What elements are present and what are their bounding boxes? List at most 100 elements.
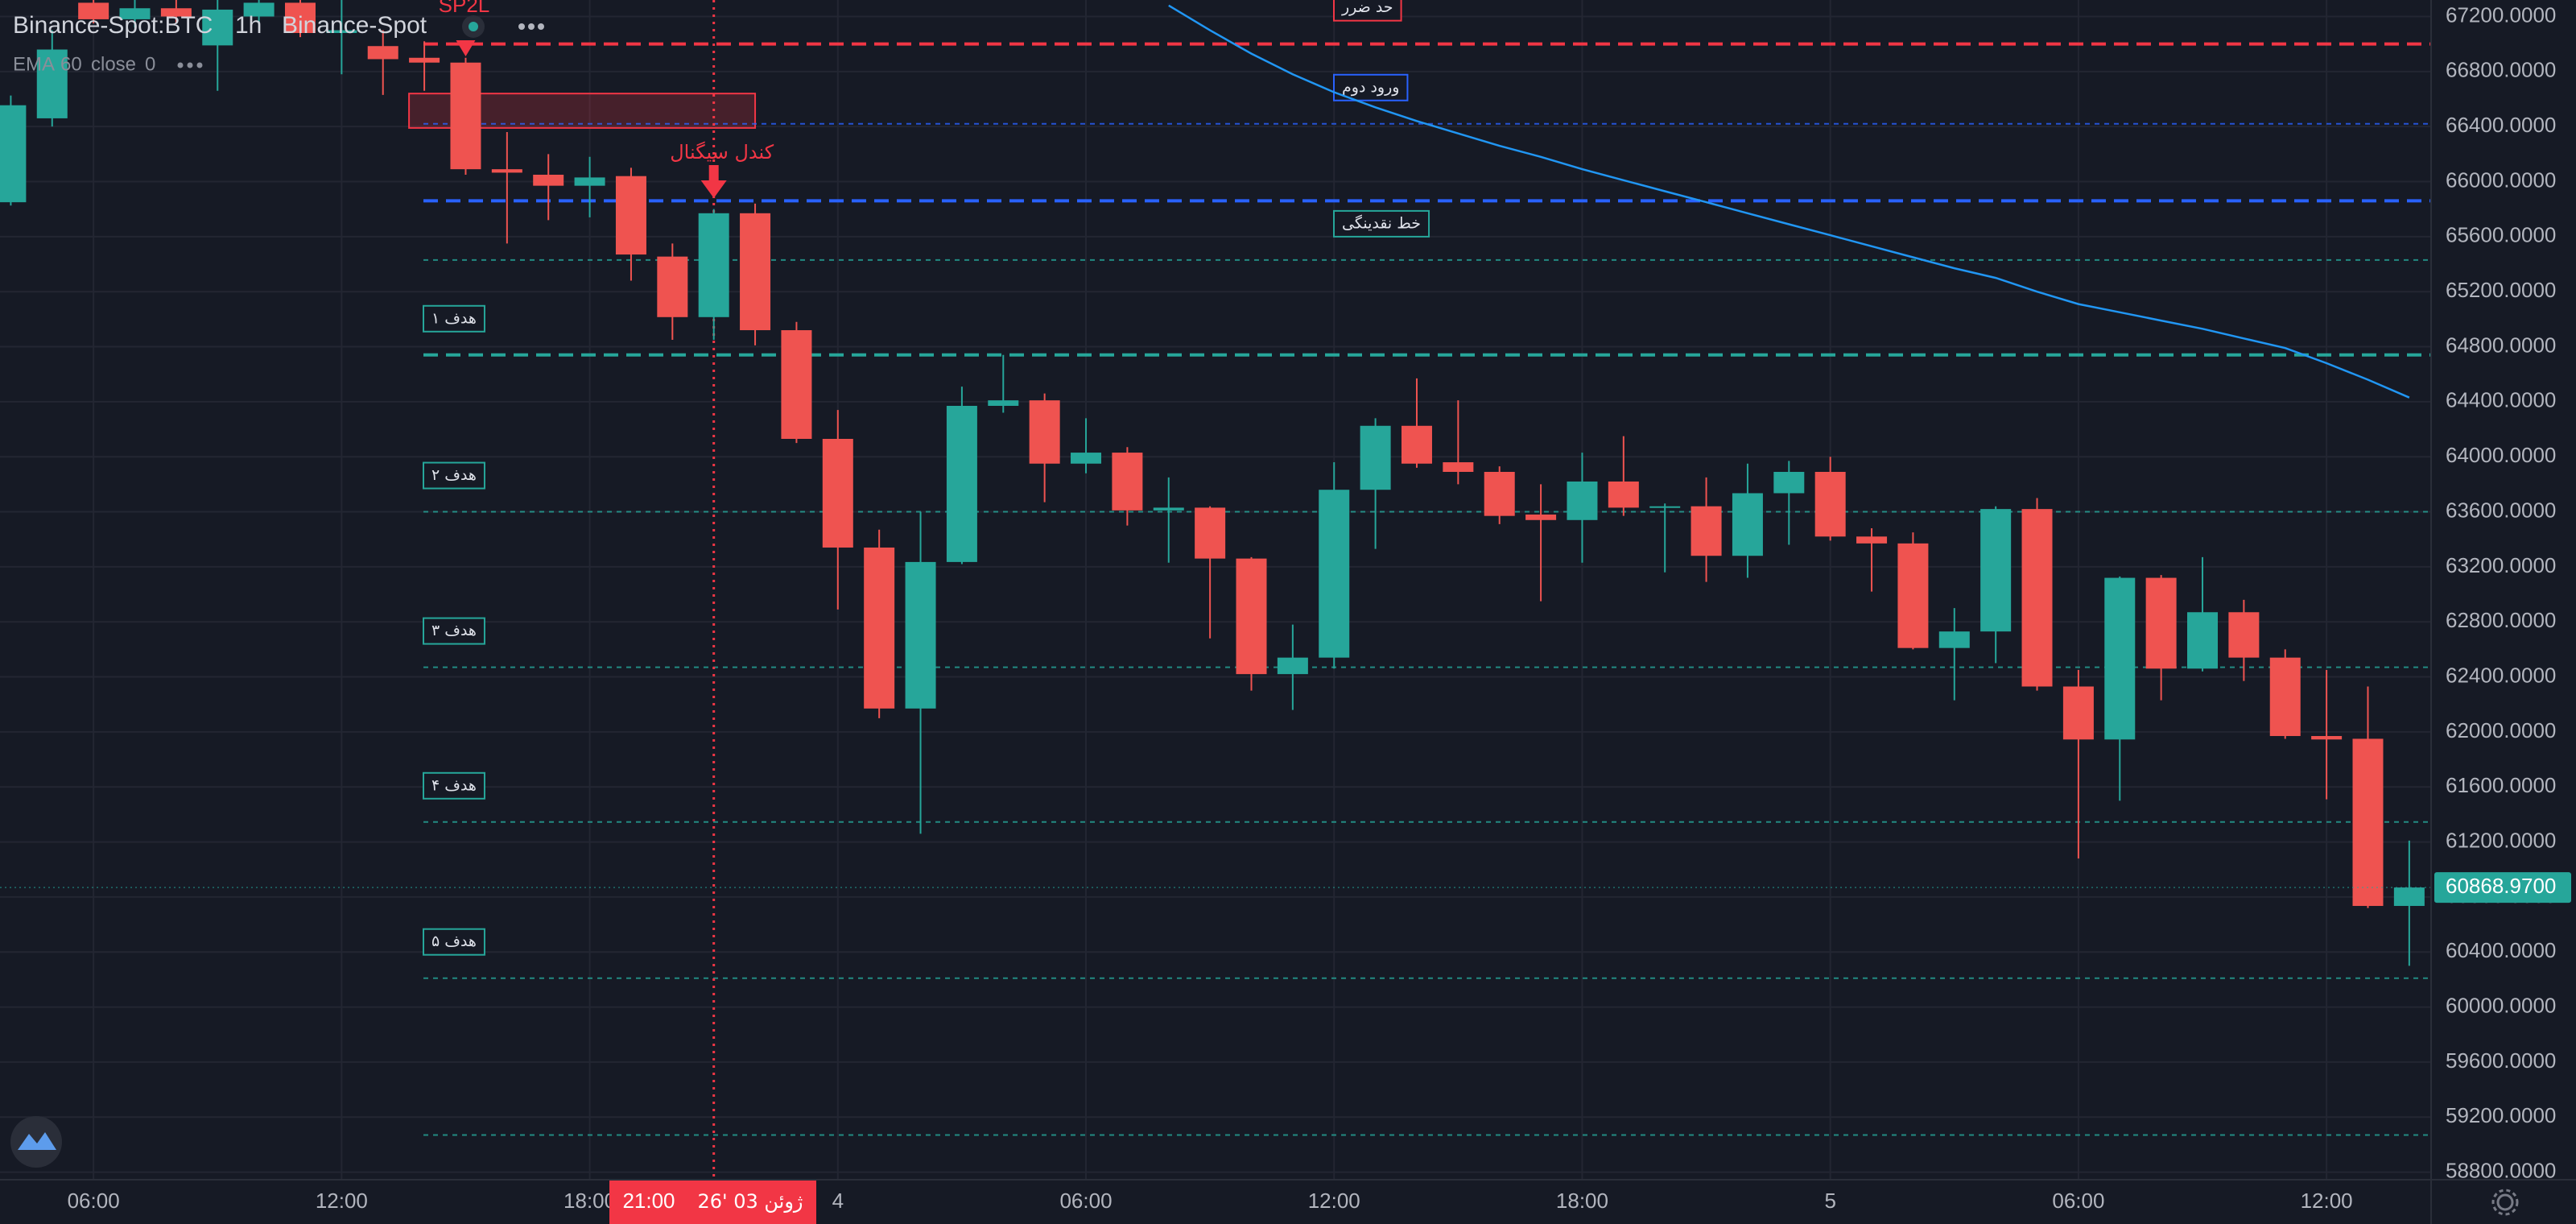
level-label-text: ورود دوم (1342, 78, 1399, 96)
y-tick-label: 66800.0000 (2446, 58, 2556, 82)
annotation-arrow-stem (708, 165, 719, 181)
y-tick-label: 59600.0000 (2446, 1048, 2556, 1073)
last-price-label: 60868.9700 (2446, 874, 2556, 898)
indicator-param: 0 (145, 53, 155, 75)
crosshair-label-box (609, 1181, 816, 1224)
x-tick-label: 5 (1824, 1189, 1835, 1213)
candle-body (202, 9, 233, 46)
candle-body (36, 49, 68, 118)
level-label-text: هدف ۴ (431, 776, 477, 794)
level-label: هدف ۴ (423, 771, 485, 800)
y-tick-label: 66000.0000 (2446, 167, 2556, 192)
x-tick-label: 18:00 (564, 1189, 616, 1213)
x-tick-label: 18:00 (1556, 1189, 1608, 1213)
annotation: SP2L (439, 0, 490, 17)
level-label-text: هدف ۲ (431, 466, 477, 484)
level-label: خط نقدینگی (1333, 209, 1430, 238)
candle-body (1277, 657, 1308, 675)
candle-body (533, 174, 564, 186)
status-dot (469, 22, 478, 31)
level-label-box (423, 617, 485, 645)
candle-body (78, 2, 109, 19)
candle-body (864, 547, 895, 709)
candle-body (740, 213, 771, 331)
x-tick-label: 4 (832, 1189, 844, 1213)
level-label: هدف ۵ (423, 928, 485, 956)
x-tick-label: 06:00 (2052, 1189, 2104, 1213)
candle-body (409, 57, 440, 63)
y-tick-label: 62400.0000 (2446, 663, 2556, 687)
crosshair-time: 21:00 (622, 1189, 675, 1213)
symbol[interactable]: Binance-Spot:BTC (13, 12, 213, 39)
candle-body (615, 176, 646, 255)
y-tick-label: 58800.0000 (2446, 1158, 2556, 1182)
settings-icon[interactable] (2491, 1189, 2519, 1216)
y-tick-label: 60400.0000 (2446, 938, 2556, 962)
level-label-box (1333, 0, 1402, 22)
exchange[interactable]: Binance-Spot (282, 12, 427, 39)
level-label-box (423, 928, 485, 956)
candle-body (1029, 400, 1060, 464)
indicator-menu[interactable] (177, 62, 203, 68)
indicator-name[interactable]: EMA (13, 53, 55, 75)
x-tick-label: 12:00 (316, 1189, 368, 1213)
y-tick-label: 66400.0000 (2446, 113, 2556, 137)
y-tick-label: 62000.0000 (2446, 718, 2556, 742)
annotation-arrow (700, 180, 727, 198)
candle-body (0, 105, 27, 203)
level-label: هدف ۲ (423, 461, 485, 490)
level-label-text: خط نقدینگی (1342, 213, 1421, 232)
y-tick-label: 62800.0000 (2446, 608, 2556, 632)
x-tick-label: 12:00 (2301, 1189, 2353, 1213)
level-label-box (423, 304, 485, 333)
candle-body (1567, 481, 1598, 520)
annotation: کندل سیگنال (670, 141, 774, 163)
level-label-text: هدف ۳ (431, 622, 477, 639)
level-label: حد ضرر (1333, 0, 1402, 22)
candle-body (1856, 536, 1888, 544)
candle-body (1980, 509, 2012, 632)
logo[interactable] (10, 1116, 62, 1168)
y-tick-label: 65200.0000 (2446, 278, 2556, 302)
candle-body (491, 169, 522, 173)
candle-body (1401, 425, 1432, 464)
candle-body (1195, 507, 1226, 559)
interval[interactable]: 1h (235, 12, 262, 39)
more-button[interactable] (518, 23, 544, 30)
candle-body (1319, 490, 1350, 658)
candle-body (2393, 887, 2425, 907)
level-label-box (423, 461, 485, 490)
indicator-param: close (91, 53, 136, 75)
y-tick-label: 59200.0000 (2446, 1103, 2556, 1127)
ema-line (1168, 4, 2410, 399)
last-price-box (2434, 872, 2571, 904)
y-tick-label: 61200.0000 (2446, 828, 2556, 852)
candle-body (905, 561, 936, 709)
y-tick-label: 60000.0000 (2446, 993, 2556, 1017)
candle-body (1153, 507, 1184, 511)
candle-body (2145, 577, 2177, 669)
candle-body (1690, 506, 1722, 556)
candle-body (1443, 462, 1474, 472)
candle-body (988, 400, 1019, 406)
candle-body (781, 330, 812, 439)
plot-area: حد ضرر ورود دوم خط نقدینگی هدف ۱ هدف ۲ هدف ۳ ه… (0, 0, 2431, 1180)
candle-body (1732, 493, 1763, 556)
candle-body (2104, 577, 2136, 740)
level-label-text: هدف ۱ (431, 309, 477, 327)
candle-body (367, 46, 398, 60)
level-label-text: هدف ۵ (431, 932, 477, 950)
candle-body (1112, 453, 1143, 511)
candle-body (326, 30, 357, 34)
indicator-param: 60 (60, 53, 82, 75)
level-label-text: حد ضرر (1341, 0, 1393, 16)
candle-body (2352, 738, 2384, 907)
x-tick-label: 12:00 (1308, 1189, 1360, 1213)
candle-body (450, 62, 481, 170)
candle-body (119, 8, 151, 19)
candle-body (2187, 612, 2219, 669)
y-tick-label: 61600.0000 (2446, 773, 2556, 797)
candle-body (1071, 453, 1102, 464)
